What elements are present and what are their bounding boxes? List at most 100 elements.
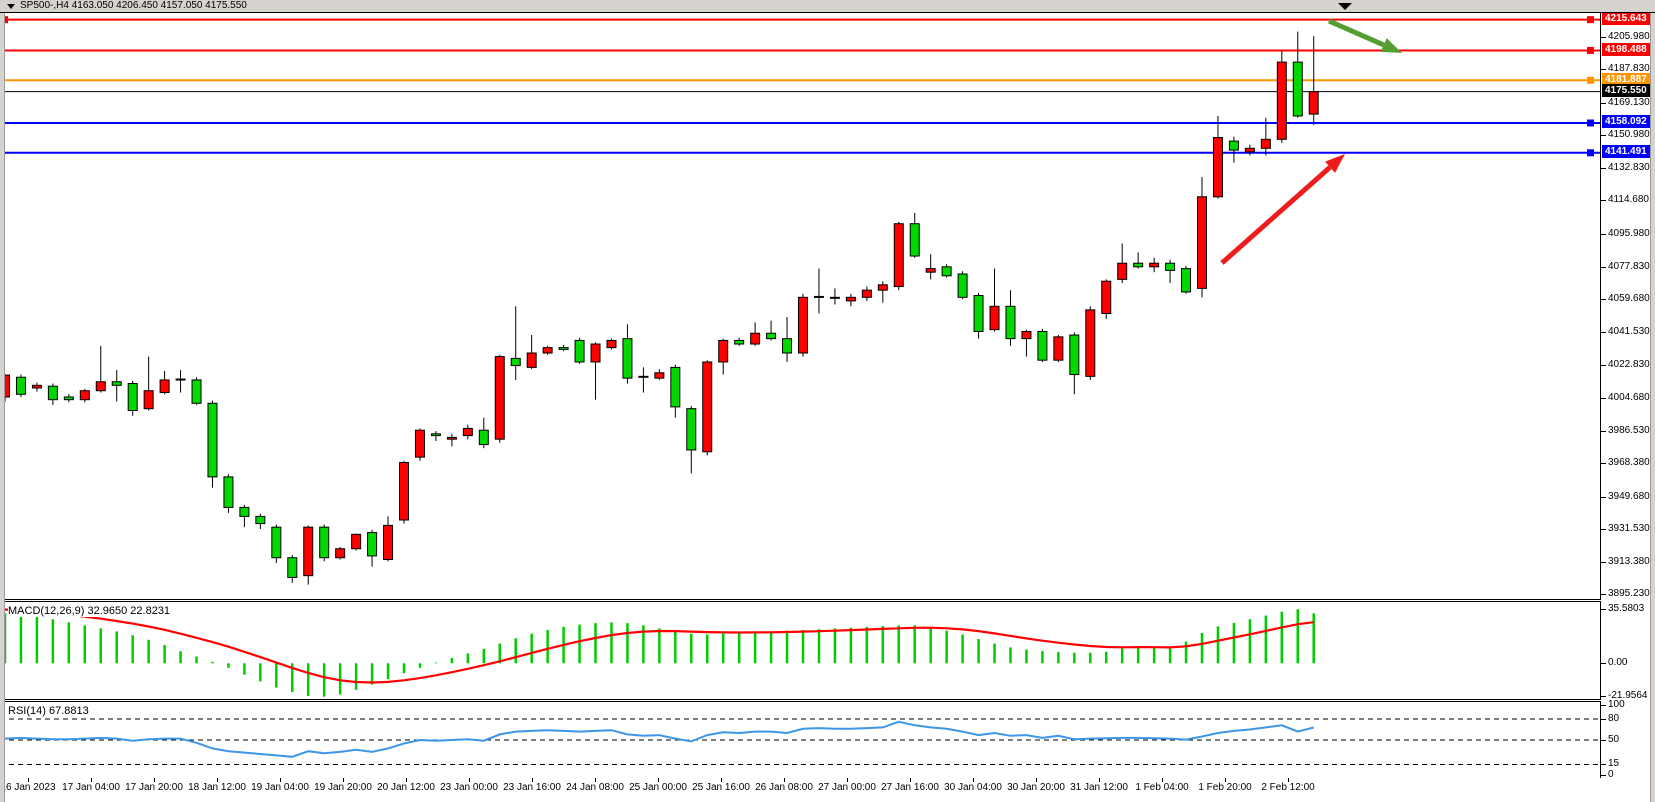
- date-tick: [469, 778, 470, 782]
- date-label: 19 Jan 20:00: [314, 782, 372, 793]
- candle: [1101, 279, 1112, 319]
- macd-label: MACD(12,26,9) 32.9650 22.8231: [8, 605, 171, 617]
- green-down-arrow[interactable]: [1327, 18, 1385, 48]
- date-tick: [343, 778, 344, 782]
- candle: [175, 370, 186, 393]
- macd-chart: [3, 608, 1315, 697]
- candle-body: [1117, 262, 1128, 280]
- price-tick-label: 4169.130: [1608, 97, 1650, 108]
- macd-tick-label: -21.9564: [1608, 690, 1648, 701]
- candle: [399, 460, 409, 524]
- candlestick-chart[interactable]: [0, 12, 1600, 598]
- chevron-down-icon[interactable]: [7, 4, 15, 9]
- candle-body: [175, 378, 186, 381]
- candle: [957, 271, 968, 300]
- price-tick-label: 4150.980: [1608, 129, 1650, 140]
- candle: [766, 320, 777, 341]
- date-axis[interactable]: 16 Jan 2023 17 Jan 04:00 17 Jan 20:00 18 Ja…: [0, 778, 1601, 802]
- candle-body: [510, 357, 521, 367]
- candle-body: [686, 408, 697, 451]
- candle-body: [558, 347, 569, 350]
- candle: [143, 356, 154, 411]
- candle-body: [893, 223, 904, 288]
- date-label: 23 Jan 16:00: [503, 782, 561, 793]
- candle: [1005, 290, 1016, 346]
- candle: [223, 474, 234, 513]
- candle-body: [574, 339, 585, 363]
- candle: [207, 400, 218, 488]
- price-tick-label-tick: [1601, 332, 1606, 333]
- rsi-panel[interactable]: RSI(14) 67.8813: [0, 701, 1601, 779]
- candle-body: [15, 376, 26, 395]
- price-level-badge: 4181.887: [1602, 73, 1650, 86]
- candle-body: [207, 402, 218, 478]
- candle: [829, 288, 840, 305]
- line-end-marker[interactable]: [1587, 149, 1594, 157]
- rsi-tick-label-tick: [1601, 764, 1606, 765]
- candle-body: [127, 383, 138, 411]
- candle: [1228, 136, 1239, 163]
- candle-body: [399, 462, 409, 521]
- price-axis[interactable]: 4205.980 4187.830 4169.130 4150.980 4132.830…: [1601, 0, 1650, 802]
- price-tick-label-tick: [1601, 69, 1606, 70]
- red-up-arrow[interactable]: [1220, 165, 1332, 265]
- price-tick-label: 4132.830: [1608, 162, 1650, 173]
- candle-body: [1021, 330, 1032, 340]
- chart-title: SP500-,H4 4163.050 4206.450 4157.050 417…: [20, 0, 247, 11]
- candle: [622, 324, 633, 384]
- candle-body: [271, 526, 282, 559]
- line-end-marker[interactable]: [1587, 16, 1594, 24]
- date-tick: [595, 778, 596, 782]
- green-down-arrow-head[interactable]: [1380, 38, 1402, 53]
- candle: [941, 264, 952, 278]
- candle-body: [766, 332, 777, 340]
- shift-marker-icon: [1338, 3, 1352, 10]
- candle-body: [654, 372, 665, 379]
- candle-body: [590, 343, 601, 363]
- date-tick: [154, 778, 155, 782]
- price-tick-label: 4004.680: [1608, 392, 1650, 403]
- candle: [782, 317, 793, 362]
- chart-titlebar[interactable]: SP500-,H4 4163.050 4206.450 4157.050 417…: [0, 0, 1655, 13]
- candle: [861, 286, 872, 301]
- price-chart-panel[interactable]: [0, 12, 1601, 600]
- candle: [494, 354, 505, 443]
- candle: [925, 254, 936, 280]
- candle-body: [941, 266, 952, 277]
- line-end-marker[interactable]: [1587, 76, 1594, 84]
- candle-body: [1101, 280, 1112, 314]
- candle-body: [957, 273, 968, 298]
- candle-body: [1181, 268, 1192, 293]
- candle: [734, 337, 745, 346]
- candle: [1133, 252, 1144, 269]
- date-tick: [91, 778, 92, 782]
- date-label: 27 Jan 16:00: [881, 782, 939, 793]
- candle: [1037, 328, 1048, 362]
- line-end-marker[interactable]: [1587, 46, 1594, 54]
- red-up-arrow-head[interactable]: [1325, 154, 1345, 173]
- candle-body: [638, 375, 649, 378]
- rsi-tick-label-tick: [1601, 740, 1606, 741]
- date-tick: [1162, 778, 1163, 782]
- candle: [510, 306, 521, 380]
- price-tick-label: 4205.980: [1608, 31, 1650, 42]
- candle: [1117, 243, 1128, 283]
- candle: [127, 380, 138, 416]
- candle: [574, 337, 585, 364]
- candle-body: [478, 429, 489, 446]
- candle: [1308, 36, 1319, 125]
- window-right-edge[interactable]: [1650, 0, 1655, 802]
- price-tick-label-tick: [1601, 168, 1606, 169]
- window-left-edge: [0, 12, 5, 802]
- candle-body: [1149, 262, 1160, 268]
- candle-body: [494, 356, 505, 440]
- price-tick-label: 3895.230: [1608, 588, 1650, 599]
- price-tick-label-tick: [1601, 103, 1606, 104]
- date-tick: [1036, 778, 1037, 782]
- macd-panel[interactable]: MACD(12,26,9) 32.9650 22.8231: [0, 601, 1601, 700]
- candle: [558, 344, 569, 352]
- candle: [1260, 117, 1271, 156]
- line-end-marker[interactable]: [1587, 119, 1594, 127]
- date-tick: [721, 778, 722, 782]
- date-tick: [28, 778, 29, 782]
